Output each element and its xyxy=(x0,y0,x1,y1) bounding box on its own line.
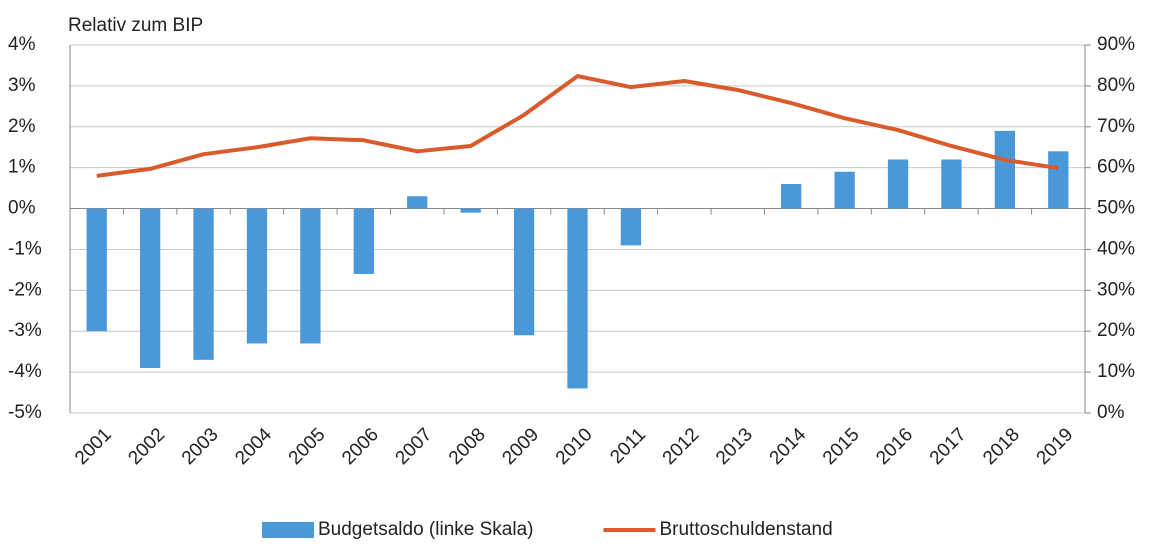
x-tick-label: 2016 xyxy=(872,424,917,469)
x-tick-label: 2011 xyxy=(606,424,650,468)
x-tick-label: 2009 xyxy=(498,424,543,469)
y2-tick-label: 30% xyxy=(1097,279,1135,300)
y2-tick-label: 80% xyxy=(1097,75,1135,96)
bar xyxy=(407,196,428,209)
legend-swatch xyxy=(262,522,314,538)
x-tick-label: 2004 xyxy=(231,424,276,469)
bar xyxy=(353,208,374,274)
y2-tick-label: 60% xyxy=(1097,157,1135,178)
bar xyxy=(567,208,588,389)
y-tick-label: 3% xyxy=(8,75,36,96)
x-tick-label: 2012 xyxy=(659,424,704,469)
x-tick-label: 2005 xyxy=(285,424,330,469)
bar xyxy=(887,159,909,209)
bar xyxy=(246,208,268,344)
x-tick-label: 2013 xyxy=(712,424,757,469)
bar xyxy=(460,208,481,213)
y2-tick-label: 0% xyxy=(1097,402,1125,423)
y-tick-label: 1% xyxy=(8,157,36,178)
x-tick-label: 2002 xyxy=(124,424,169,469)
bar xyxy=(86,208,107,332)
x-tick-label: 2008 xyxy=(445,424,490,469)
y2-tick-label: 90% xyxy=(1097,34,1135,55)
bar xyxy=(994,130,1016,209)
y-tick-label: -5% xyxy=(8,402,42,423)
x-tick-label: 2001 xyxy=(71,424,116,469)
y-tick-label: 2% xyxy=(8,116,36,137)
x-tick-label: 2018 xyxy=(979,424,1024,469)
line xyxy=(96,74,1059,178)
x-tick-label: 2006 xyxy=(338,424,383,469)
y-tick-label: -3% xyxy=(8,320,42,341)
y-tick-label: 4% xyxy=(8,34,36,55)
y-tick-label: -4% xyxy=(8,361,42,382)
x-tick-label: 2017 xyxy=(926,424,971,469)
y-tick-label: -1% xyxy=(8,238,42,259)
legend-label: Bruttoschuldenstand xyxy=(659,519,832,540)
y-tick-label: 0% xyxy=(8,198,36,219)
bar xyxy=(193,208,214,360)
x-tick-label: 2019 xyxy=(1033,424,1078,469)
y2-tick-label: 70% xyxy=(1097,116,1135,137)
bar xyxy=(513,208,535,336)
y2-tick-label: 20% xyxy=(1097,320,1135,341)
bar xyxy=(941,159,962,209)
y2-tick-label: 40% xyxy=(1097,238,1135,259)
y-tick-label: -2% xyxy=(8,279,42,300)
x-tick-label: 2010 xyxy=(552,424,597,469)
bar xyxy=(834,171,855,209)
bar xyxy=(620,208,642,246)
bar xyxy=(300,208,321,344)
legend-label: Budgetsaldo (linke Skala) xyxy=(318,519,533,540)
y2-tick-label: 50% xyxy=(1097,198,1135,219)
bar xyxy=(1048,151,1069,209)
x-tick-label: 2007 xyxy=(392,424,437,469)
x-tick-label: 2014 xyxy=(766,424,811,469)
x-tick-label: 2015 xyxy=(819,424,864,469)
x-tick-label: 2003 xyxy=(178,424,223,469)
y2-tick-label: 10% xyxy=(1097,361,1135,382)
chart-title: Relativ zum BIP xyxy=(68,15,203,36)
bar xyxy=(781,184,802,209)
bar xyxy=(139,208,161,369)
